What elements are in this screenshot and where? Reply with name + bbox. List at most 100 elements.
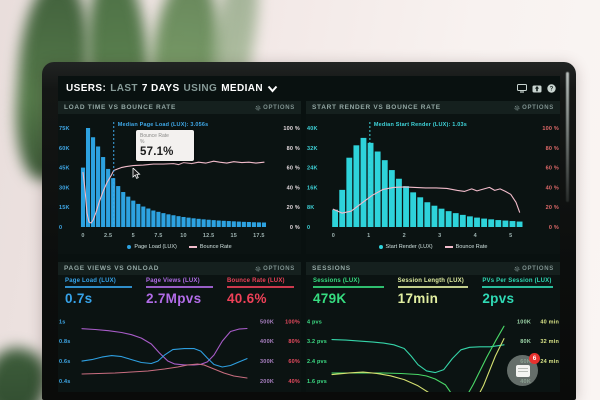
histogram-bar[interactable] [211,220,216,227]
start-render-chart[interactable]: 40K 32K 24K 16K 8K 0 100 % 80 % 60 % 40 % 20 % 0 % 0… [306,114,560,240]
axis-tick-label: 40 % [287,185,300,191]
histogram-bar[interactable] [146,208,151,227]
histogram-bar[interactable] [191,218,196,227]
chevron-down-icon[interactable] [267,85,278,93]
histogram-bar[interactable] [166,214,171,227]
histogram-bar[interactable] [226,221,231,227]
histogram-bar[interactable] [452,213,459,227]
histogram-bar[interactable] [216,220,221,227]
axis-tick-label: 12.5 [203,233,215,239]
filter-summary-dropdown[interactable]: USERS: LAST 7 DAYS USING MEDIAN [58,83,278,94]
histogram-bar[interactable] [346,157,353,227]
histogram-bar[interactable] [186,217,191,227]
histogram-bar[interactable] [403,186,409,227]
histogram-bar[interactable] [261,222,267,227]
axis-tick-label: 0.4s [59,379,71,385]
axis-tick-label: 10 [180,233,187,239]
histogram-bar[interactable] [196,218,201,227]
dashboard-header: USERS: LAST 7 DAYS USING MEDIAN [58,76,560,101]
histogram-bar[interactable] [459,214,466,227]
histogram-bar[interactable] [136,203,141,227]
legend-bounce-rate[interactable]: Bounce Rate [188,244,232,250]
histogram-bar[interactable] [353,145,360,227]
axis-tick-label: 0 % [290,225,300,231]
histogram-bar[interactable] [431,205,438,227]
display-icon[interactable] [517,84,527,93]
histogram-bar[interactable] [111,178,116,227]
histogram-bar[interactable] [410,192,417,227]
mouse-cursor-icon [132,166,141,184]
histogram-bar[interactable] [438,208,445,227]
axis-tick-label: 40 min [540,319,559,325]
histogram-bar[interactable] [251,222,256,227]
histogram-bar[interactable] [221,220,226,227]
histogram-bar[interactable] [502,220,509,227]
histogram-bar[interactable] [360,137,367,227]
histogram-bar[interactable] [246,221,251,227]
histogram-bar[interactable] [181,216,186,227]
legend-bounce-rate[interactable]: Bounce Rate [444,244,487,250]
histogram-bar[interactable] [121,192,126,227]
histogram-bar[interactable] [339,189,346,227]
histogram-bar[interactable] [176,216,181,227]
histogram-bar[interactable] [445,211,452,227]
histogram-bar[interactable] [467,216,473,227]
histogram-bar[interactable] [236,221,241,227]
gear-icon [255,105,261,110]
histogram-bar[interactable] [201,219,206,227]
options-button[interactable]: OPTIONS [514,266,554,272]
histogram-bar[interactable] [509,221,516,227]
histogram-bar[interactable] [396,178,402,227]
axis-tick-label: 0 [332,233,335,239]
metric-session-length: Session Length (LUX) 17min [391,277,476,313]
histogram-bar[interactable] [231,221,236,227]
histogram-bar[interactable] [481,218,488,227]
axis-tick-label: 1s [59,319,66,325]
help-icon[interactable]: ? [547,84,556,93]
histogram-bar[interactable] [106,168,111,227]
histogram-bar[interactable] [381,160,388,227]
histogram-bar[interactable] [206,219,211,227]
histogram-bar[interactable] [388,170,395,227]
histogram-bar[interactable] [156,211,161,227]
chat-widget-button[interactable]: 6 [507,353,540,386]
histogram-bar[interactable] [91,137,96,227]
data-line [81,348,248,368]
histogram-bar[interactable] [141,206,146,227]
histogram-bar[interactable] [126,196,131,227]
chart-canvas: 40K 32K 24K 16K 8K 0 100 % 80 % 60 % 40 % 20 % 0 % 0… [307,122,559,239]
histogram-bar[interactable] [417,197,424,227]
histogram-bar[interactable] [495,220,502,227]
options-button[interactable]: OPTIONS [255,266,295,272]
histogram-bar[interactable] [116,186,121,227]
axis-tick-label: 20 % [546,205,559,211]
histogram-bar[interactable] [80,167,86,227]
options-button[interactable]: OPTIONS [514,105,554,111]
histogram-bar[interactable] [161,213,166,227]
histogram-bar[interactable] [241,221,246,227]
histogram-bar[interactable] [374,151,381,227]
page-views-chart[interactable]: 1s 0.8s 0.6s 0.4s 500K 400K 300K 200K 100% 80% 60%… [58,313,301,392]
axis-tick-label: 1 [367,233,370,239]
histogram-bar[interactable] [151,210,156,228]
share-icon[interactable] [532,84,542,93]
histogram-bar[interactable] [96,146,101,227]
options-button[interactable]: OPTIONS [255,105,295,111]
legend-start-render[interactable]: Start Render (LUX) [378,244,433,250]
axis-tick-label: 60% [288,359,300,365]
histogram-bar[interactable] [516,221,523,227]
histogram-bar[interactable] [367,142,374,227]
histogram-bar[interactable] [332,209,339,227]
panel-title: PAGE VIEWS VS ONLOAD [64,265,160,272]
axis-tick-label: 4 pvs [307,319,322,325]
histogram-bar[interactable] [85,128,91,227]
data-line [82,160,265,224]
load-time-chart[interactable]: Bounce Rate % 57.1% 75K 60K 45K 30K 15K 0 100 … [58,114,301,240]
histogram-bar[interactable] [474,217,480,227]
legend-page-load[interactable]: Page Load (LUX) [127,244,177,250]
histogram-bar[interactable] [488,219,495,227]
histogram-bar[interactable] [256,222,261,227]
histogram-bar[interactable] [131,200,136,227]
histogram-bar[interactable] [171,215,176,227]
histogram-bar[interactable] [424,202,431,227]
